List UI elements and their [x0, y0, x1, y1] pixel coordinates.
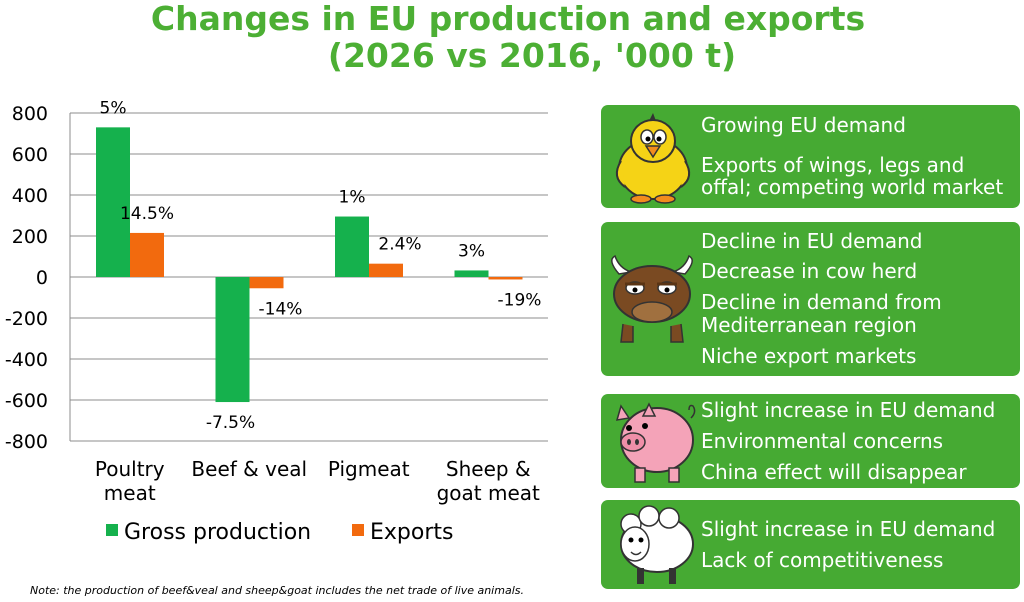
y-tick-label: -800	[5, 431, 48, 453]
footnote: Note: the production of beef&veal and sh…	[30, 584, 524, 597]
panel-pig-line-3: China effect will disappear	[701, 460, 967, 484]
bull-icon	[611, 254, 693, 343]
panel-poultry: Growing EU demand Exports of wings, legs…	[601, 105, 1020, 208]
bar-gross-production	[454, 270, 489, 277]
x-tick-label: Poultry	[95, 457, 165, 481]
bar-exports	[369, 263, 403, 277]
panel-poultry-line-3: offal; competing world market	[701, 175, 1004, 199]
panel-sheep: Slight increase in EU demand Lack of com…	[601, 500, 1020, 589]
y-tick-label: 200	[12, 226, 48, 248]
legend-swatch	[106, 524, 118, 536]
data-label: 14.5%	[120, 204, 174, 224]
legend-label: Exports	[370, 520, 453, 545]
panel-beef-line-1: Decline in EU demand	[701, 229, 923, 253]
legend-label: Gross production	[124, 520, 311, 545]
x-tick-label: Pigmeat	[328, 457, 410, 481]
panel-pig-line-1: Slight increase in EU demand	[701, 398, 996, 422]
x-tick-label: meat	[104, 481, 156, 505]
y-tick-label: -200	[5, 308, 48, 330]
panel-beef-line-2: Decrease in cow herd	[701, 259, 918, 283]
data-label: 1%	[339, 188, 366, 208]
pig-icon	[615, 402, 696, 483]
y-tick-label: -600	[5, 390, 48, 412]
data-label: 3%	[458, 241, 485, 261]
x-tick-label: Beef & veal	[191, 457, 307, 481]
bar-exports	[130, 232, 164, 277]
x-tick-label: Sheep &	[446, 457, 531, 481]
sheep-icon	[620, 505, 694, 584]
y-tick-label: 400	[12, 185, 48, 207]
bar-chart: 800 600 400 200 0 -200 -400 -600 -800 5% 14.5% Poul…	[5, 98, 548, 545]
data-label: -19%	[498, 290, 542, 310]
y-tick-label: 600	[12, 144, 48, 166]
panel-beef-line-4: Mediterranean region	[701, 313, 917, 337]
data-label: -7.5%	[206, 413, 255, 433]
panel-pig-line-2: Environmental concerns	[701, 429, 944, 453]
y-tick-label: 0	[36, 267, 48, 289]
data-label: -14%	[259, 299, 303, 319]
data-label: 2.4%	[378, 235, 421, 255]
bar-gross-production	[215, 277, 250, 403]
panel-beef: Decline in EU demand Decrease in cow her…	[601, 222, 1020, 376]
panel-sheep-line-2: Lack of competitiveness	[701, 548, 944, 572]
bar-exports	[488, 277, 523, 280]
chart-title-line-1: Changes in EU production and exports	[150, 0, 866, 38]
x-tick-label: goat meat	[437, 481, 540, 505]
data-label: 5%	[100, 98, 127, 118]
legend-swatch	[352, 524, 364, 536]
y-tick-label: -400	[5, 349, 48, 371]
chart-title-line-2: (2026 vs 2016, '000 t)	[327, 36, 737, 75]
bar-gross-production	[335, 216, 369, 277]
y-tick-label: 800	[12, 103, 48, 125]
bar-gross-production	[96, 127, 130, 277]
panel-beef-line-3: Decline in demand from	[701, 290, 942, 314]
panel-pig: Slight increase in EU demand Environment…	[601, 394, 1020, 488]
panel-poultry-line-1: Growing EU demand	[701, 113, 906, 137]
bar-exports	[249, 277, 284, 289]
panel-poultry-line-2: Exports of wings, legs and	[701, 153, 965, 177]
panel-beef-line-5: Niche export markets	[701, 344, 917, 368]
chick-icon	[615, 113, 691, 204]
panel-sheep-line-1: Slight increase in EU demand	[701, 517, 996, 541]
